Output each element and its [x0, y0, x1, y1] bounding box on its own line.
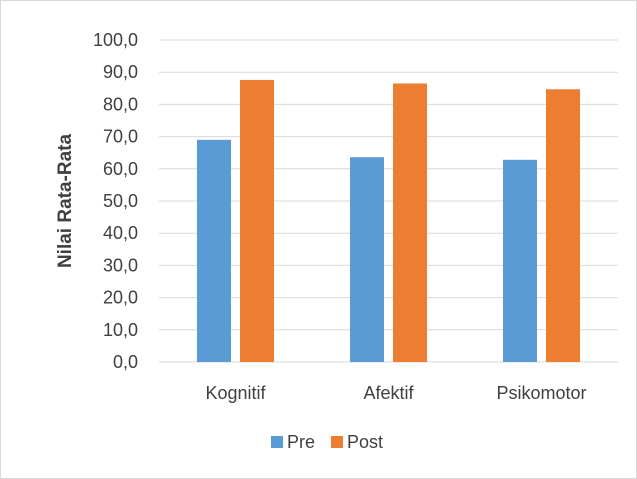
bars [197, 79, 580, 363]
legend-swatch-post [331, 436, 344, 448]
y-axis-tick-labels: 0,0 10,0 20,0 30,0 40,0 50,0 60,0 70,0 80,0 90,0 1… [93, 30, 138, 372]
y-tick-label: 70,0 [103, 127, 138, 147]
y-tick-label: 90,0 [103, 62, 138, 82]
y-tick-label: 80,0 [103, 94, 138, 114]
legend-label-pre: Pre [287, 432, 315, 452]
y-tick-label: 50,0 [103, 191, 138, 211]
x-category-label: Afektif [363, 383, 414, 403]
x-category-label: Kognitif [205, 383, 266, 403]
legend: Pre Post [271, 432, 383, 452]
legend-label-post: Post [347, 432, 383, 452]
y-axis-title: Nilai Rata-Rata [55, 134, 76, 269]
bar-pre-kognitif [197, 139, 231, 362]
y-tick-label: 40,0 [103, 223, 138, 243]
legend-swatch-pre [271, 436, 283, 448]
bar-pre-psikomotor [503, 159, 537, 362]
x-axis-category-labels: Kognitif Afektif Psikomotor [205, 383, 586, 403]
gridlines [159, 39, 618, 363]
y-tick-label: 0,0 [113, 352, 138, 372]
y-tick-label: 60,0 [103, 159, 138, 179]
y-tick-label: 10,0 [103, 320, 138, 340]
x-category-label: Psikomotor [496, 383, 586, 403]
y-tick-label: 100,0 [93, 30, 138, 50]
bar-pre-afektif [350, 157, 384, 362]
y-tick-label: 20,0 [103, 288, 138, 308]
y-tick-label: 30,0 [103, 255, 138, 275]
bar-post-afektif [393, 83, 427, 362]
bar-post-psikomotor [546, 89, 580, 363]
bar-post-kognitif [240, 79, 274, 362]
